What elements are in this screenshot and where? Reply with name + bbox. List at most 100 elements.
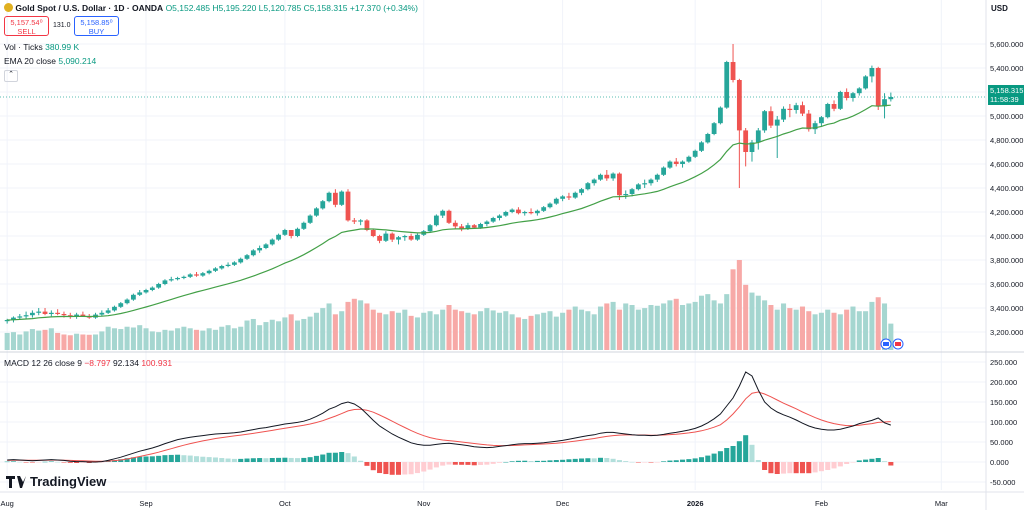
macd-histogram-bar [421,462,427,472]
candle-body [553,198,559,204]
candle-body [118,303,124,307]
candle-body [175,278,180,280]
candle-body [231,262,237,265]
macd-histogram-bar [402,462,408,475]
volume-bar [882,303,888,350]
volume-legend[interactable]: Vol · Ticks 380.99 K [4,42,79,52]
macd-histogram-bar [496,462,503,463]
macd-histogram-bar [698,457,705,462]
macd-histogram-bar [528,461,534,462]
symbol-title[interactable]: Gold Spot / U.S. Dollar · 1D · OANDA [15,3,164,13]
macd-histogram-bar [414,462,420,474]
macd-signal-line [7,391,891,462]
ema-legend[interactable]: EMA 20 close 5,090.214 [4,56,96,66]
macd-histogram-bar [80,462,86,463]
macd-legend[interactable]: MACD 12 26 close 9 −8.797 92.134 100.931 [4,358,172,368]
candle-body [48,312,54,314]
candle-body [42,311,48,314]
sell-label: SELL [17,27,36,36]
macd-histogram-bar [269,458,275,462]
y-tick-label: 4,400.000 [990,184,1023,193]
macd-histogram-bar [465,462,471,465]
candle-body [149,287,155,290]
candle-body [314,208,319,216]
volume-bar [680,305,686,350]
volume-bar [206,328,212,350]
volume-bar [238,326,244,350]
volume-bar [61,334,67,350]
macd-line-value: 92.134 [112,358,139,368]
volume-bar [799,306,805,350]
collapse-legend-button[interactable]: ⌃ [4,70,18,82]
macd-histogram-bar [774,462,780,474]
volume-bar [888,323,894,350]
y-tick-label: 5,400.000 [990,64,1023,73]
volume-bar [705,294,711,350]
volume-bar [642,308,648,350]
volume-label: Vol · Ticks [4,42,43,52]
macd-histogram-bar [48,461,54,462]
macd-histogram-bar [490,462,496,464]
candle-body [743,130,749,152]
macd-histogram-bar [818,462,824,472]
macd-histogram-bar [711,453,717,462]
macd-histogram-bar [781,462,787,474]
volume-bar [111,328,117,350]
macd-histogram-bar [257,458,263,462]
macd-histogram-bar [124,458,130,462]
candle-body [718,107,723,124]
macd-histogram-bar [23,462,29,463]
macd-histogram-bar [692,458,698,462]
macd-histogram-bar [541,460,547,462]
candle-body [80,314,86,317]
volume-bar [219,326,225,350]
candle-body [67,315,73,317]
macd-histogram-bar [478,462,484,465]
event-flag-mark [883,342,889,346]
candle-body [17,316,23,318]
volume-bar [465,312,471,350]
volume-bar [736,260,742,350]
candle-body [781,108,786,120]
tradingview-logo[interactable]: TradingView [6,474,106,489]
macd-histogram-bar [156,455,162,462]
volume-bar [440,309,446,350]
volume-bar [610,301,616,350]
volume-bar [80,334,86,350]
volume-bar [307,316,313,350]
candle-body [61,314,67,316]
volume-bar [29,329,35,350]
buy-button[interactable]: 5,158.85⁰ BUY [74,16,119,36]
volume-bar [522,318,528,350]
volume-value: 380.99 K [45,42,80,52]
candle-body [503,212,509,216]
candle-body [598,174,603,180]
volume-bar [749,292,755,350]
macd-histogram-bar [238,458,244,462]
y-tick-label: 5,000.000 [990,112,1023,121]
macd-histogram-bar [768,462,774,474]
volume-bar [168,330,174,350]
candle-body [711,123,717,134]
macd-histogram-bar [130,457,136,462]
volume-bar [313,312,319,350]
x-tick-label: Oct [279,499,292,508]
macd-histogram-bar [301,457,307,462]
candle-body [800,105,805,114]
sell-button[interactable]: 5,157.54⁰ SELL [4,16,49,36]
volume-bar [130,327,136,350]
macd-histogram-bar [244,458,250,462]
candle-body [516,209,521,214]
candle-body [825,104,831,118]
x-tick-label: Dec [556,499,570,508]
macd-histogram-bar [320,454,326,462]
candle-body [320,201,326,209]
candle-body [452,222,458,227]
currency-label[interactable]: USD [991,4,1008,13]
volume-bar [250,318,256,350]
candle-body [762,111,768,131]
symbol-legend[interactable]: Gold Spot / U.S. Dollar · 1D · OANDA O5,… [4,3,418,13]
macd-histogram-bar [288,457,294,462]
candle-body [250,250,256,256]
